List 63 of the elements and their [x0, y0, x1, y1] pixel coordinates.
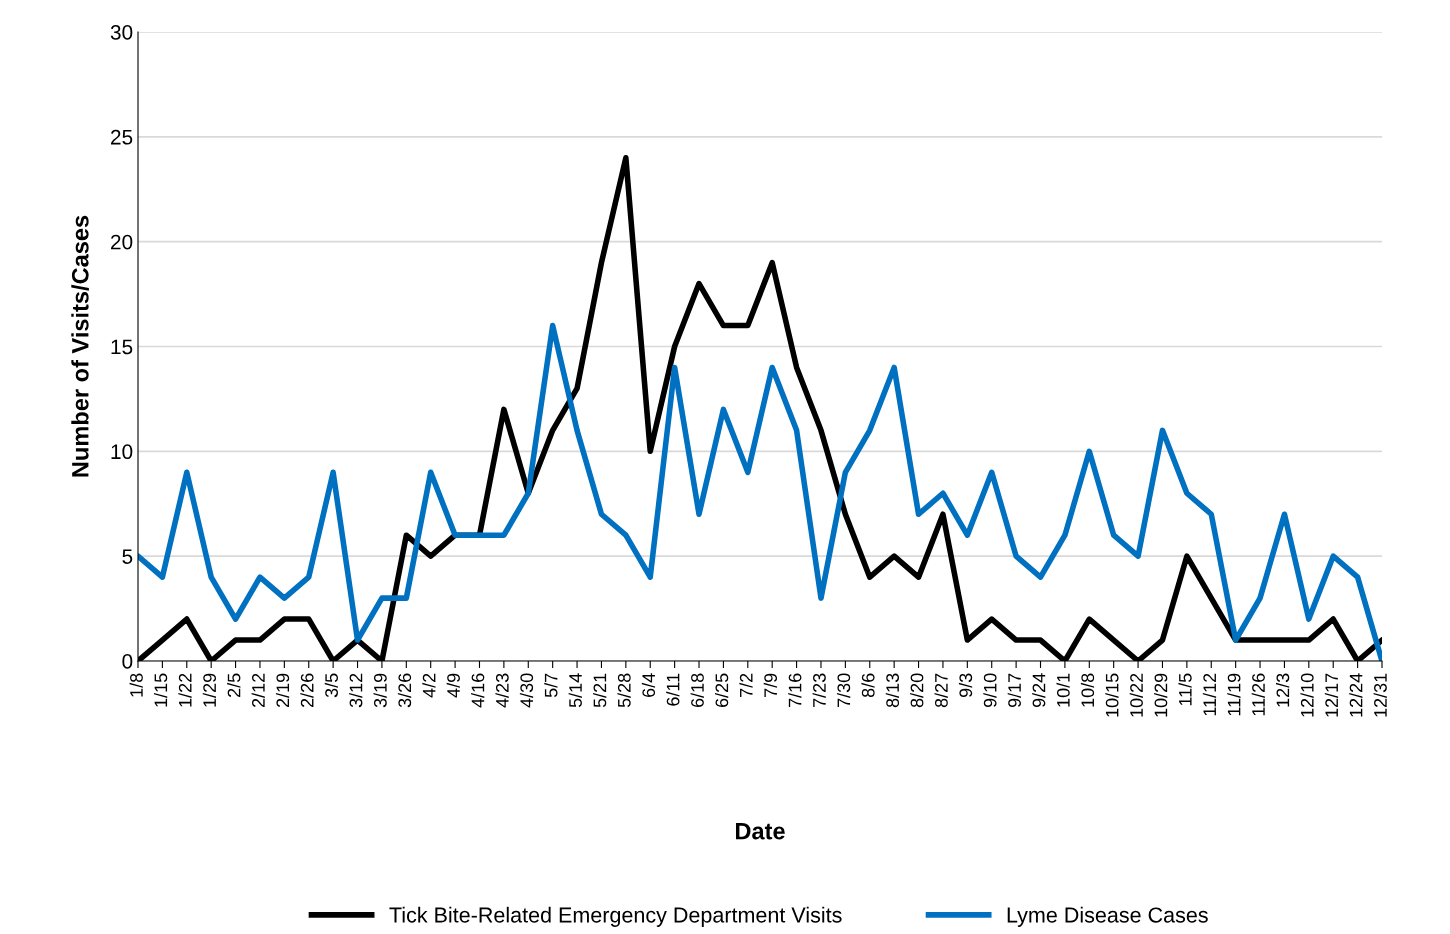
x-tick-label: 7/23 — [812, 673, 826, 708]
x-tick-label: 5/7 — [544, 673, 558, 698]
x-tick-label: 12/3 — [1276, 673, 1290, 707]
x-tick-label: 11/12 — [1202, 673, 1217, 716]
x-tick-label: 11/26 — [1251, 673, 1265, 716]
x-tick-label: 4/2 — [422, 673, 436, 698]
y-axis-title: Number of Visits/Cases — [71, 215, 89, 477]
x-tick-label: 9/24 — [1032, 673, 1046, 708]
x-tick-label: 7/30 — [836, 673, 851, 708]
x-tick-label: 11/5 — [1178, 673, 1192, 706]
x-tick-label: 2/26 — [300, 673, 314, 708]
x-tick-label: 3/5 — [324, 673, 338, 698]
x-tick-label: 5/28 — [617, 673, 631, 708]
y-tick-label: 20 — [111, 234, 133, 250]
legend-label: Tick Bite-Related Emergency Department Visits — [389, 906, 842, 927]
legend-label: Lyme Disease Cases — [1007, 906, 1208, 927]
x-axis-title: Date — [735, 823, 785, 840]
x-tick-label: 1/29 — [202, 673, 217, 707]
x-tick-label: 3/19 — [373, 673, 387, 708]
x-tick-label: 7/2 — [739, 673, 753, 697]
x-tick-label: 8/20 — [910, 673, 924, 708]
x-tick-label: 10/22 — [1129, 673, 1143, 717]
x-tick-label: 4/9 — [446, 673, 460, 698]
x-tick-label: 1/22 — [178, 673, 192, 707]
y-tick-label: 10 — [111, 444, 133, 460]
x-tick-label: 5/21 — [593, 673, 607, 708]
x-tick-label: 12/31 — [1373, 673, 1387, 717]
y-tick-label: 30 — [110, 25, 133, 40]
x-tick-label: 7/9 — [763, 673, 778, 697]
x-tick-label: 12/10 — [1300, 673, 1314, 717]
x-tick-label: 5/14 — [568, 673, 582, 708]
x-tick-label: 4/16 — [471, 673, 485, 708]
x-tick-label: 4/23 — [495, 673, 509, 708]
x-tick-label: 2/19 — [275, 673, 290, 708]
x-tick-label: 9/17 — [1007, 673, 1021, 708]
x-tick-label: 6/18 — [690, 673, 704, 708]
x-tick-label: 6/25 — [715, 673, 729, 708]
x-tick-label: 10/1 — [1056, 673, 1070, 707]
x-tick-label: 8/6 — [861, 673, 875, 698]
x-tick-label: 2/5 — [227, 673, 241, 697]
x-tick-label: 12/17 — [1324, 673, 1339, 717]
x-tick-label: 3/26 — [397, 673, 412, 708]
x-tick-label: 7/16 — [788, 673, 802, 708]
y-tick-label: 0 — [122, 654, 133, 669]
x-tick-label: 1/8 — [129, 673, 143, 697]
x-tick-label: 9/10 — [983, 673, 997, 708]
x-tick-label: 6/4 — [641, 673, 656, 697]
x-tick-label: 1/15 — [153, 673, 168, 707]
x-tick-label: 8/13 — [885, 673, 899, 708]
x-tick-label: 9/3 — [958, 673, 973, 698]
x-tick-label: 4/30 — [519, 673, 534, 708]
x-tick-label: 10/29 — [1154, 673, 1168, 717]
x-tick-label: 6/11 — [666, 673, 680, 706]
x-tick-label: 2/12 — [251, 673, 265, 708]
y-tick-label: 5 — [122, 549, 133, 564]
x-tick-label: 11/19 — [1227, 673, 1241, 716]
y-tick-label: 25 — [111, 129, 133, 145]
y-tick-label: 15 — [111, 339, 133, 355]
x-tick-label: 10/15 — [1105, 673, 1119, 717]
x-tick-label: 3/12 — [349, 673, 363, 708]
x-tick-label: 12/24 — [1349, 673, 1363, 717]
x-tick-label: 10/8 — [1080, 673, 1095, 707]
x-tick-label: 8/27 — [934, 673, 948, 708]
